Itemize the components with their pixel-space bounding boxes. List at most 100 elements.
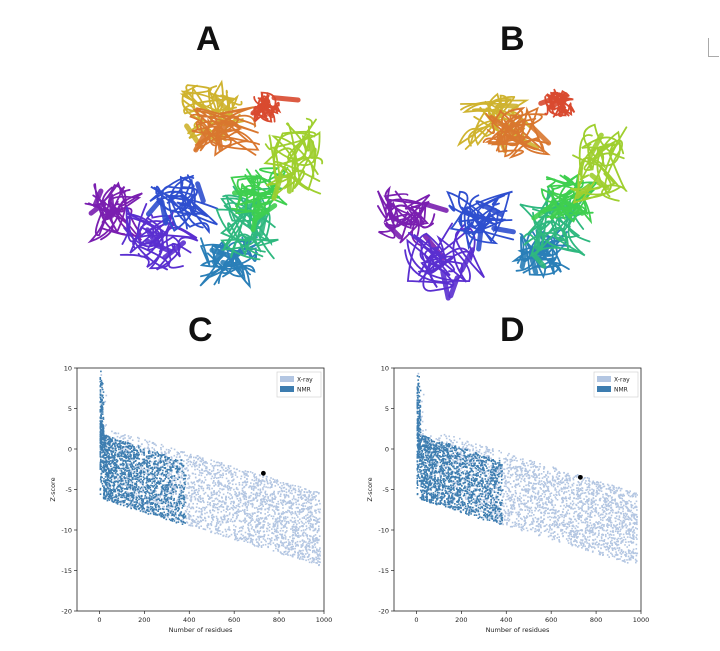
protein-structure-b [376, 88, 628, 301]
beta-strand [491, 225, 516, 235]
beta-strand [534, 220, 543, 250]
beta-strand [489, 115, 516, 135]
beta-strand [92, 188, 104, 208]
x-tick-label: 1000 [316, 616, 333, 624]
y-tick-label: -20 [378, 607, 389, 615]
backbone-loop [544, 93, 564, 117]
beta-strand [549, 96, 567, 110]
backbone-loop [460, 206, 498, 251]
beta-strand [251, 203, 278, 223]
backbone-loop [378, 201, 409, 239]
legend-label: X-ray [297, 377, 313, 384]
x-tick-label: 800 [590, 616, 602, 624]
beta-strand [440, 269, 451, 301]
y-tick-label: 10 [64, 364, 72, 372]
backbone-loop [211, 241, 260, 270]
legend: X-ray NMR [276, 371, 322, 398]
backbone-loop [129, 203, 175, 254]
backbone-loop [526, 201, 572, 250]
backbone-loop [418, 224, 485, 283]
beta-strand [309, 139, 315, 159]
backbone-loop [260, 91, 277, 117]
backbone-loop [87, 183, 127, 236]
backbone-loop [92, 194, 124, 236]
backbone-loop [220, 194, 273, 261]
beta-strand [549, 201, 566, 220]
x-tick-label: 200 [138, 616, 150, 624]
structure-marker [260, 470, 266, 476]
beta-strand [589, 172, 610, 191]
backbone-loop [253, 96, 273, 123]
beta-strand [195, 181, 206, 204]
x-tick-label: 400 [183, 616, 195, 624]
panel-label-a: A [196, 20, 221, 58]
x-tick-label: 200 [455, 616, 467, 624]
y-tick-label: 0 [385, 445, 389, 453]
backbone-loop [265, 135, 319, 190]
y-tick-label: -5 [383, 486, 389, 494]
y-tick-label: -5 [66, 486, 72, 494]
y-tick-label: -10 [61, 526, 72, 534]
beta-strand [209, 247, 236, 260]
scatter-points [99, 370, 321, 567]
protein-structure-a [84, 79, 324, 289]
y-tick-label: -15 [61, 567, 72, 575]
backbone-loop [165, 226, 199, 269]
backbone-loop [482, 106, 543, 147]
backbone-loop [263, 134, 297, 195]
beta-strand [387, 224, 403, 240]
beta-strand [212, 94, 233, 116]
beta-strand [88, 200, 107, 216]
scatter-points [416, 372, 639, 564]
legend: X-ray NMR [593, 371, 639, 398]
x-tick-label: 400 [500, 616, 512, 624]
backbone-loop [545, 174, 573, 219]
backbone-loop [285, 122, 322, 195]
beta-strand [162, 240, 186, 260]
y-tick-label: -20 [61, 607, 72, 615]
backbone-loop [412, 227, 472, 277]
beta-strand [529, 255, 539, 276]
beta-strand [480, 202, 504, 217]
beta-strand [459, 247, 475, 273]
beta-strand [258, 214, 268, 237]
beta-strand [496, 102, 519, 109]
legend-label: X-ray [614, 377, 630, 384]
y-tick-label: 0 [68, 445, 72, 453]
legend-swatch [280, 386, 294, 392]
beta-strand [531, 252, 547, 269]
backbone-loop [215, 202, 277, 258]
zscore-chart-d: 0 200 400 600 800 1000 10 5 0 -5 -10 -15 -20 Number o… [366, 364, 650, 634]
backbone-loop [383, 193, 427, 226]
y-tick-label: 5 [68, 405, 72, 413]
legend-swatch [597, 376, 611, 382]
beta-strand [422, 201, 449, 213]
beta-strand [250, 98, 271, 116]
x-axis-label: Number of residues [169, 626, 233, 634]
beta-strand [232, 189, 252, 196]
beta-strand [531, 201, 557, 221]
beta-strand [476, 219, 485, 252]
beta-strand [215, 127, 224, 152]
zscore-chart-c: 0 200 400 600 800 1000 10 5 0 -5 -10 -15 -20 Number o… [49, 364, 333, 634]
beta-strand [145, 238, 172, 254]
backbone-loop [511, 227, 570, 275]
x-tick-label: 0 [97, 616, 101, 624]
legend-label: NMR [297, 387, 311, 394]
beta-strand [538, 95, 557, 106]
corner-mark [708, 38, 719, 57]
beta-strand [561, 198, 585, 216]
y-tick-label: 5 [385, 405, 389, 413]
backbone-loop [181, 84, 235, 115]
backbone-loop [155, 174, 218, 235]
structure-marker [577, 474, 583, 480]
beta-strand [271, 95, 301, 103]
beta-strand [237, 199, 262, 214]
y-tick-label: -15 [378, 567, 389, 575]
legend-swatch [280, 376, 294, 382]
x-tick-label: 1000 [633, 616, 650, 624]
x-tick-label: 600 [545, 616, 557, 624]
panel-label-d: D [500, 311, 525, 349]
backbone-loop [84, 196, 142, 244]
beta-strand [497, 135, 525, 142]
